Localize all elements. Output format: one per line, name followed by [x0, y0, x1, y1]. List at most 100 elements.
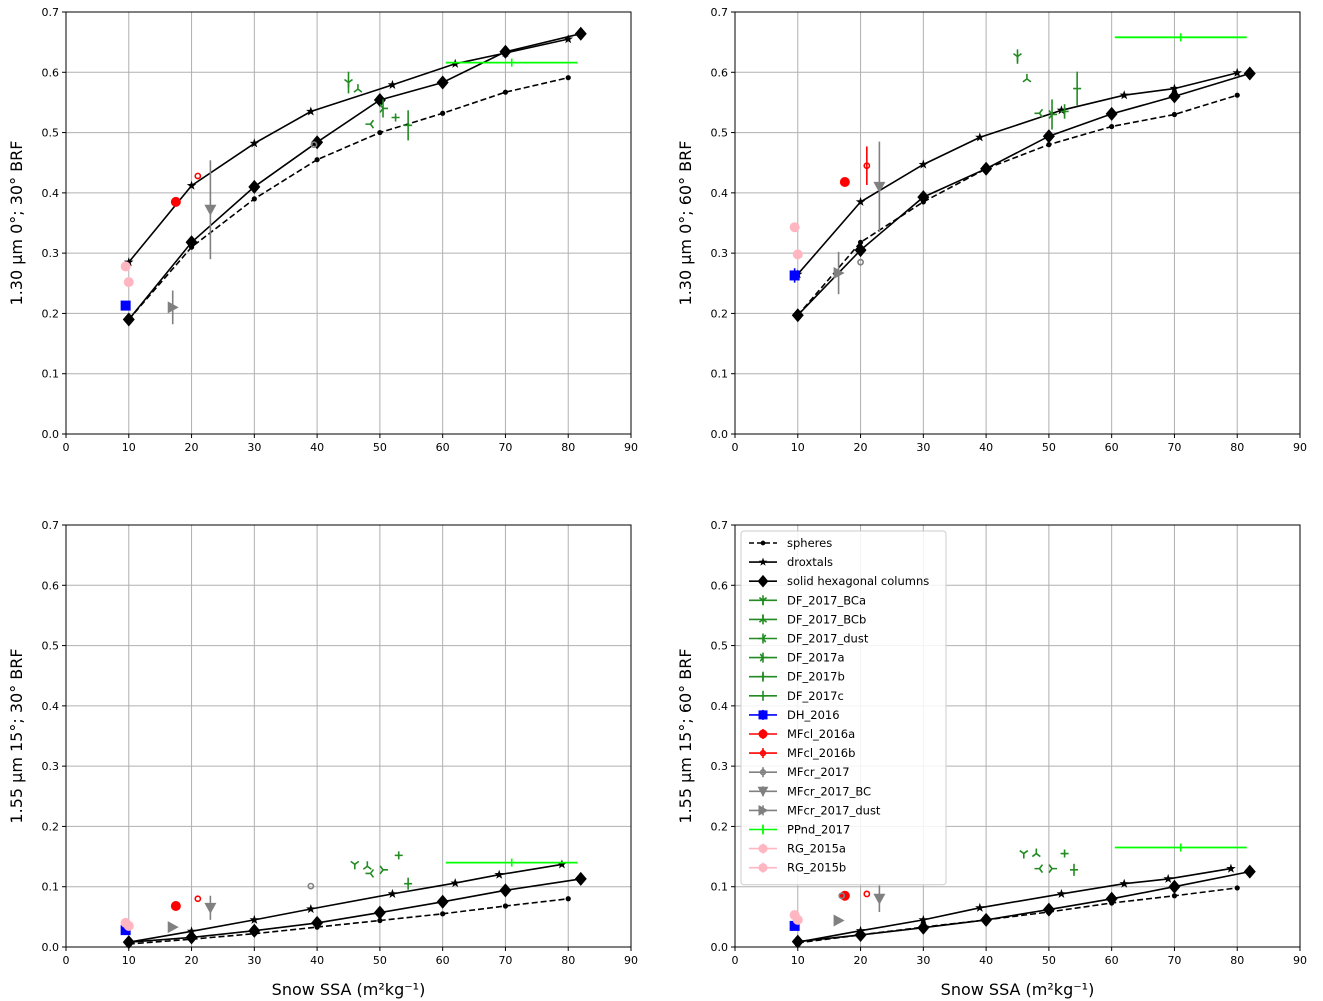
data-point-droxtals	[1226, 863, 1236, 873]
legend-marker	[759, 673, 767, 681]
series-line-droxtals	[797, 72, 1238, 275]
data-point-droxtals	[1232, 67, 1242, 77]
data-point-droxtals	[1056, 105, 1067, 115]
y-tick-label: 0.2	[711, 820, 729, 833]
data-point-solid-hexagonal-columns	[574, 26, 587, 41]
y-tick-label: 0.3	[42, 247, 60, 260]
data-point-DF_2017_BCb	[353, 84, 363, 93]
legend-label: spheres	[787, 536, 832, 550]
y-tick-label: 0.7	[711, 6, 729, 19]
y-tick-label: 0.0	[711, 941, 729, 954]
data-point-MFcl_2016a	[170, 901, 181, 912]
legend-label: droxtals	[787, 555, 833, 569]
data-point-DF_2017b	[1060, 107, 1069, 116]
data-point-MFcl_2016b	[194, 895, 202, 903]
data-point-spheres	[1171, 111, 1178, 118]
x-tick-label: 90	[624, 441, 638, 454]
legend-marker	[758, 844, 768, 854]
legend-marker	[757, 574, 769, 588]
data-point-DF_2017b	[391, 113, 400, 122]
series-line-solid-hexagonal-columns	[797, 72, 1251, 316]
data-point-RG_2015a	[120, 261, 131, 272]
data-point-solid-hexagonal-columns	[791, 934, 804, 949]
legend-label: DF_2017_BCb	[787, 612, 866, 626]
chart-panel-2: 0 10 20 30 40 50 60 70 80 90 0.0 0.1 0.2 0.3 0.4 0.5 0.6…	[676, 6, 1307, 454]
data-point-solid-hexagonal-columns	[185, 930, 198, 945]
legend-frame	[740, 530, 947, 886]
x-tick-label: 70	[1167, 954, 1181, 967]
data-point-DF_2017a	[1048, 110, 1058, 119]
plot-frame	[65, 524, 632, 948]
x-tick-label: 80	[1230, 954, 1244, 967]
data-point-MFcl_2016a	[839, 177, 850, 188]
plot-frame	[734, 524, 1301, 948]
data-point-MFcr_2017_BC	[204, 902, 217, 914]
x-tick-label: 60	[436, 954, 450, 967]
plot-frame	[65, 11, 632, 435]
x-tick-label: 90	[1293, 441, 1307, 454]
data-point-DF_2017_BCb	[1022, 73, 1032, 83]
x-tick-label: 80	[561, 954, 575, 967]
legend-marker	[758, 614, 768, 623]
data-point-spheres	[440, 110, 446, 116]
data-point-MFcr_2017	[307, 882, 315, 890]
data-point-MFcr_2017_BC	[204, 204, 217, 216]
data-point-solid-hexagonal-columns	[248, 179, 261, 194]
legend-marker	[760, 540, 766, 546]
data-point-solid-hexagonal-columns	[248, 923, 261, 938]
y-tick-label: 0.3	[711, 247, 729, 260]
x-tick-label: 30	[247, 441, 261, 454]
data-point-droxtals	[975, 902, 985, 912]
data-point-droxtals	[563, 34, 573, 44]
data-point-droxtals	[494, 869, 504, 879]
data-point-DF_2017_BCa	[350, 860, 360, 870]
data-point-solid-hexagonal-columns	[373, 905, 386, 920]
data-point-spheres	[565, 75, 571, 81]
chart-panel-1: 0 10 20 30 40 50 60 70 80 90 0.0 0.1 0.2 0.3 0.4 0.5 0.6…	[7, 6, 638, 454]
data-point-DF_2017_dust	[365, 868, 375, 878]
y-tick-label: 0.5	[711, 127, 729, 140]
data-point-droxtals	[124, 257, 134, 267]
y-tick-label: 0.2	[42, 820, 60, 833]
x-tick-label: 30	[916, 954, 930, 967]
data-point-solid-hexagonal-columns	[499, 883, 512, 898]
series-line-spheres	[128, 76, 569, 321]
data-point-spheres	[1109, 123, 1115, 130]
y-axis-label: 1.30 µm 0°; 30° BRF	[7, 141, 26, 306]
x-tick-label: 10	[791, 954, 805, 967]
data-point-spheres	[1046, 142, 1052, 148]
legend-label: MFcl_2016b	[787, 746, 855, 760]
data-point-MFcl_2016b	[863, 890, 871, 898]
legend-label: solid hexagonal columns	[787, 574, 929, 588]
x-tick-label: 50	[373, 954, 387, 967]
data-point-MFcr_2017_dust	[167, 301, 179, 314]
y-tick-label: 0.5	[711, 640, 729, 653]
data-point-solid-hexagonal-columns	[574, 871, 587, 886]
x-tick-label: 90	[624, 954, 638, 967]
data-point-DF_2017a	[379, 103, 389, 113]
y-tick-label: 0.0	[711, 428, 729, 441]
data-point-droxtals	[306, 904, 316, 914]
y-tick-label: 0.1	[42, 881, 60, 894]
data-point-solid-hexagonal-columns	[1105, 106, 1118, 121]
data-point-spheres	[1234, 885, 1240, 891]
data-point-solid-hexagonal-columns	[311, 915, 324, 930]
data-point-DF_2017_dust	[1034, 108, 1044, 118]
y-tick-label: 0.7	[42, 6, 60, 19]
data-point-DF_2017_BCb	[1031, 848, 1041, 858]
x-tick-label: 70	[498, 954, 512, 967]
x-axis-label: Snow SSA (m²kg⁻¹)	[272, 980, 426, 999]
data-point-droxtals	[1056, 888, 1067, 898]
data-point-solid-hexagonal-columns	[311, 135, 324, 150]
data-point-DF_2017b	[1060, 849, 1069, 858]
y-tick-label: 0.4	[711, 187, 729, 200]
data-point-MFcr_2017_dust	[833, 267, 845, 280]
chart-panel-3: 0 10 20 30 40 50 60 70 80 90 0.0 0.1 0.2 0.3 0.4 0.5 0.6…	[7, 519, 638, 999]
legend-label: MFcr_2017_BC	[787, 784, 871, 798]
data-point-droxtals	[1163, 873, 1173, 883]
y-tick-label: 0.0	[42, 428, 60, 441]
data-point-RG_2015b	[123, 277, 134, 288]
legend-label: MFcr_2017_dust	[787, 803, 881, 817]
y-tick-label: 0.1	[42, 368, 60, 381]
